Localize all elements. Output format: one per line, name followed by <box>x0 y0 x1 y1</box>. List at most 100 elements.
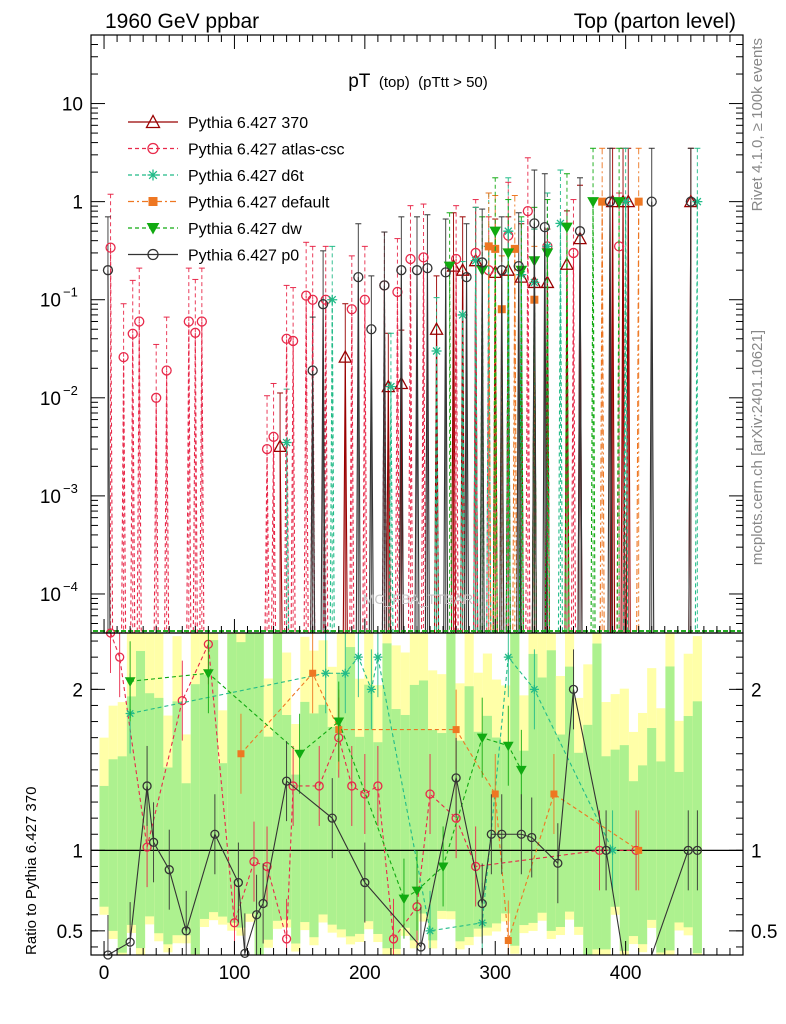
x-tick-label: 100 <box>219 963 251 984</box>
data-point <box>604 196 616 207</box>
header-left: 1960 GeV ppbar <box>105 10 259 33</box>
ratio-line <box>107 689 698 956</box>
ratio-point <box>398 894 410 905</box>
legend-marker <box>147 248 159 261</box>
ratio-point <box>477 898 487 909</box>
data-point <box>317 299 329 310</box>
data-point <box>692 196 703 207</box>
ratio-band-green <box>190 684 200 955</box>
ratio-y-tick-label-right: 2 <box>751 680 762 701</box>
ratio-series-3 <box>124 633 527 939</box>
ratio-band-green <box>674 771 684 923</box>
ratio-band-green <box>482 715 492 928</box>
data-point <box>561 222 573 234</box>
ratio-point <box>529 684 539 694</box>
data-point <box>353 271 364 283</box>
ratio-band-green <box>455 740 465 942</box>
ratio-point <box>142 781 152 791</box>
data-point <box>513 260 524 272</box>
data-point <box>327 294 338 305</box>
y-tick-exponent: −4 <box>63 579 78 594</box>
data-point <box>510 244 519 253</box>
data-point <box>484 242 493 251</box>
series-line <box>488 201 640 634</box>
data-point <box>587 197 599 208</box>
y-tick-label: 1 <box>72 193 83 214</box>
ratio-point <box>683 845 693 855</box>
ratio-point <box>452 726 460 734</box>
ratio-band-green <box>355 736 365 934</box>
ratio-point <box>288 781 298 791</box>
ratio-band-green <box>99 785 109 907</box>
data-point <box>539 221 550 233</box>
ratio-uncertainty-bands <box>99 633 702 955</box>
ratio-point <box>594 845 605 855</box>
ratio-band-green <box>638 765 648 945</box>
ratio-band-green <box>199 674 210 919</box>
data-point <box>396 265 407 276</box>
data-point <box>477 257 488 268</box>
x-tick-label: 0 <box>99 963 110 984</box>
ratio-band-green <box>391 709 401 949</box>
ratio-band-green <box>108 759 118 931</box>
ratio-point <box>497 829 507 839</box>
ratio-band-green <box>263 736 273 940</box>
ratio-point <box>347 781 357 791</box>
legend-label: Pythia 6.427 dw <box>188 221 302 238</box>
ratio-point <box>142 842 152 852</box>
ratio-point <box>148 837 159 847</box>
data-point <box>418 252 429 263</box>
ratio-band-green <box>126 696 136 925</box>
data-point <box>281 333 292 344</box>
data-point <box>261 443 273 455</box>
ratio-point <box>124 677 136 687</box>
data-point <box>190 327 201 338</box>
legend-label: Pythia 6.427 d6t <box>188 168 304 185</box>
ratio-point <box>527 832 537 843</box>
ratio-band-green <box>336 673 346 930</box>
y-tick-label: 10 <box>40 291 61 312</box>
data-point <box>470 255 481 266</box>
ratio-point <box>451 773 461 783</box>
ratio-point <box>373 781 383 791</box>
data-point <box>196 316 207 327</box>
data-point <box>542 241 553 252</box>
legend-label: Pythia 6.427 atlas-csc <box>188 142 345 159</box>
data-point <box>268 431 279 442</box>
ratio-point <box>251 910 262 920</box>
data-point <box>405 253 416 265</box>
ratio-band-green <box>647 728 657 920</box>
ratio-point <box>181 926 191 936</box>
data-point <box>307 365 318 376</box>
ratio-band-green <box>592 643 602 950</box>
ratio-point <box>568 684 579 694</box>
legend-label: Pythia 6.427 p0 <box>188 248 299 265</box>
ratio-y-tick-label: 0.5 <box>57 922 83 943</box>
legend-marker <box>147 142 159 155</box>
ratio-point <box>425 926 435 936</box>
y-tick-exponent: −3 <box>63 481 78 496</box>
ratio-band-green <box>181 783 191 936</box>
ratio-y-tick-label: 1 <box>72 841 83 862</box>
ratio-point <box>476 733 488 744</box>
data-point <box>379 280 390 291</box>
ratio-band-green <box>528 653 538 923</box>
y-tick-label: 10 <box>40 487 61 508</box>
ratio-band-green <box>291 774 301 944</box>
ratio-band-green <box>154 697 164 934</box>
ratio-band-green <box>117 756 127 953</box>
ratio-band-green <box>382 643 392 949</box>
ratio-point <box>115 652 125 662</box>
data-point <box>307 294 318 305</box>
ratio-point <box>360 877 370 888</box>
data-point <box>183 316 194 327</box>
ratio-band-green <box>428 729 438 941</box>
ratio-band-green <box>218 763 228 917</box>
data-point <box>502 248 515 259</box>
ratio-point <box>503 652 513 662</box>
y-tick-exponent: −2 <box>63 383 78 398</box>
ratio-point <box>491 790 499 798</box>
x-tick-label: 400 <box>610 963 642 984</box>
ratio-point <box>601 845 611 855</box>
data-point <box>102 265 114 276</box>
